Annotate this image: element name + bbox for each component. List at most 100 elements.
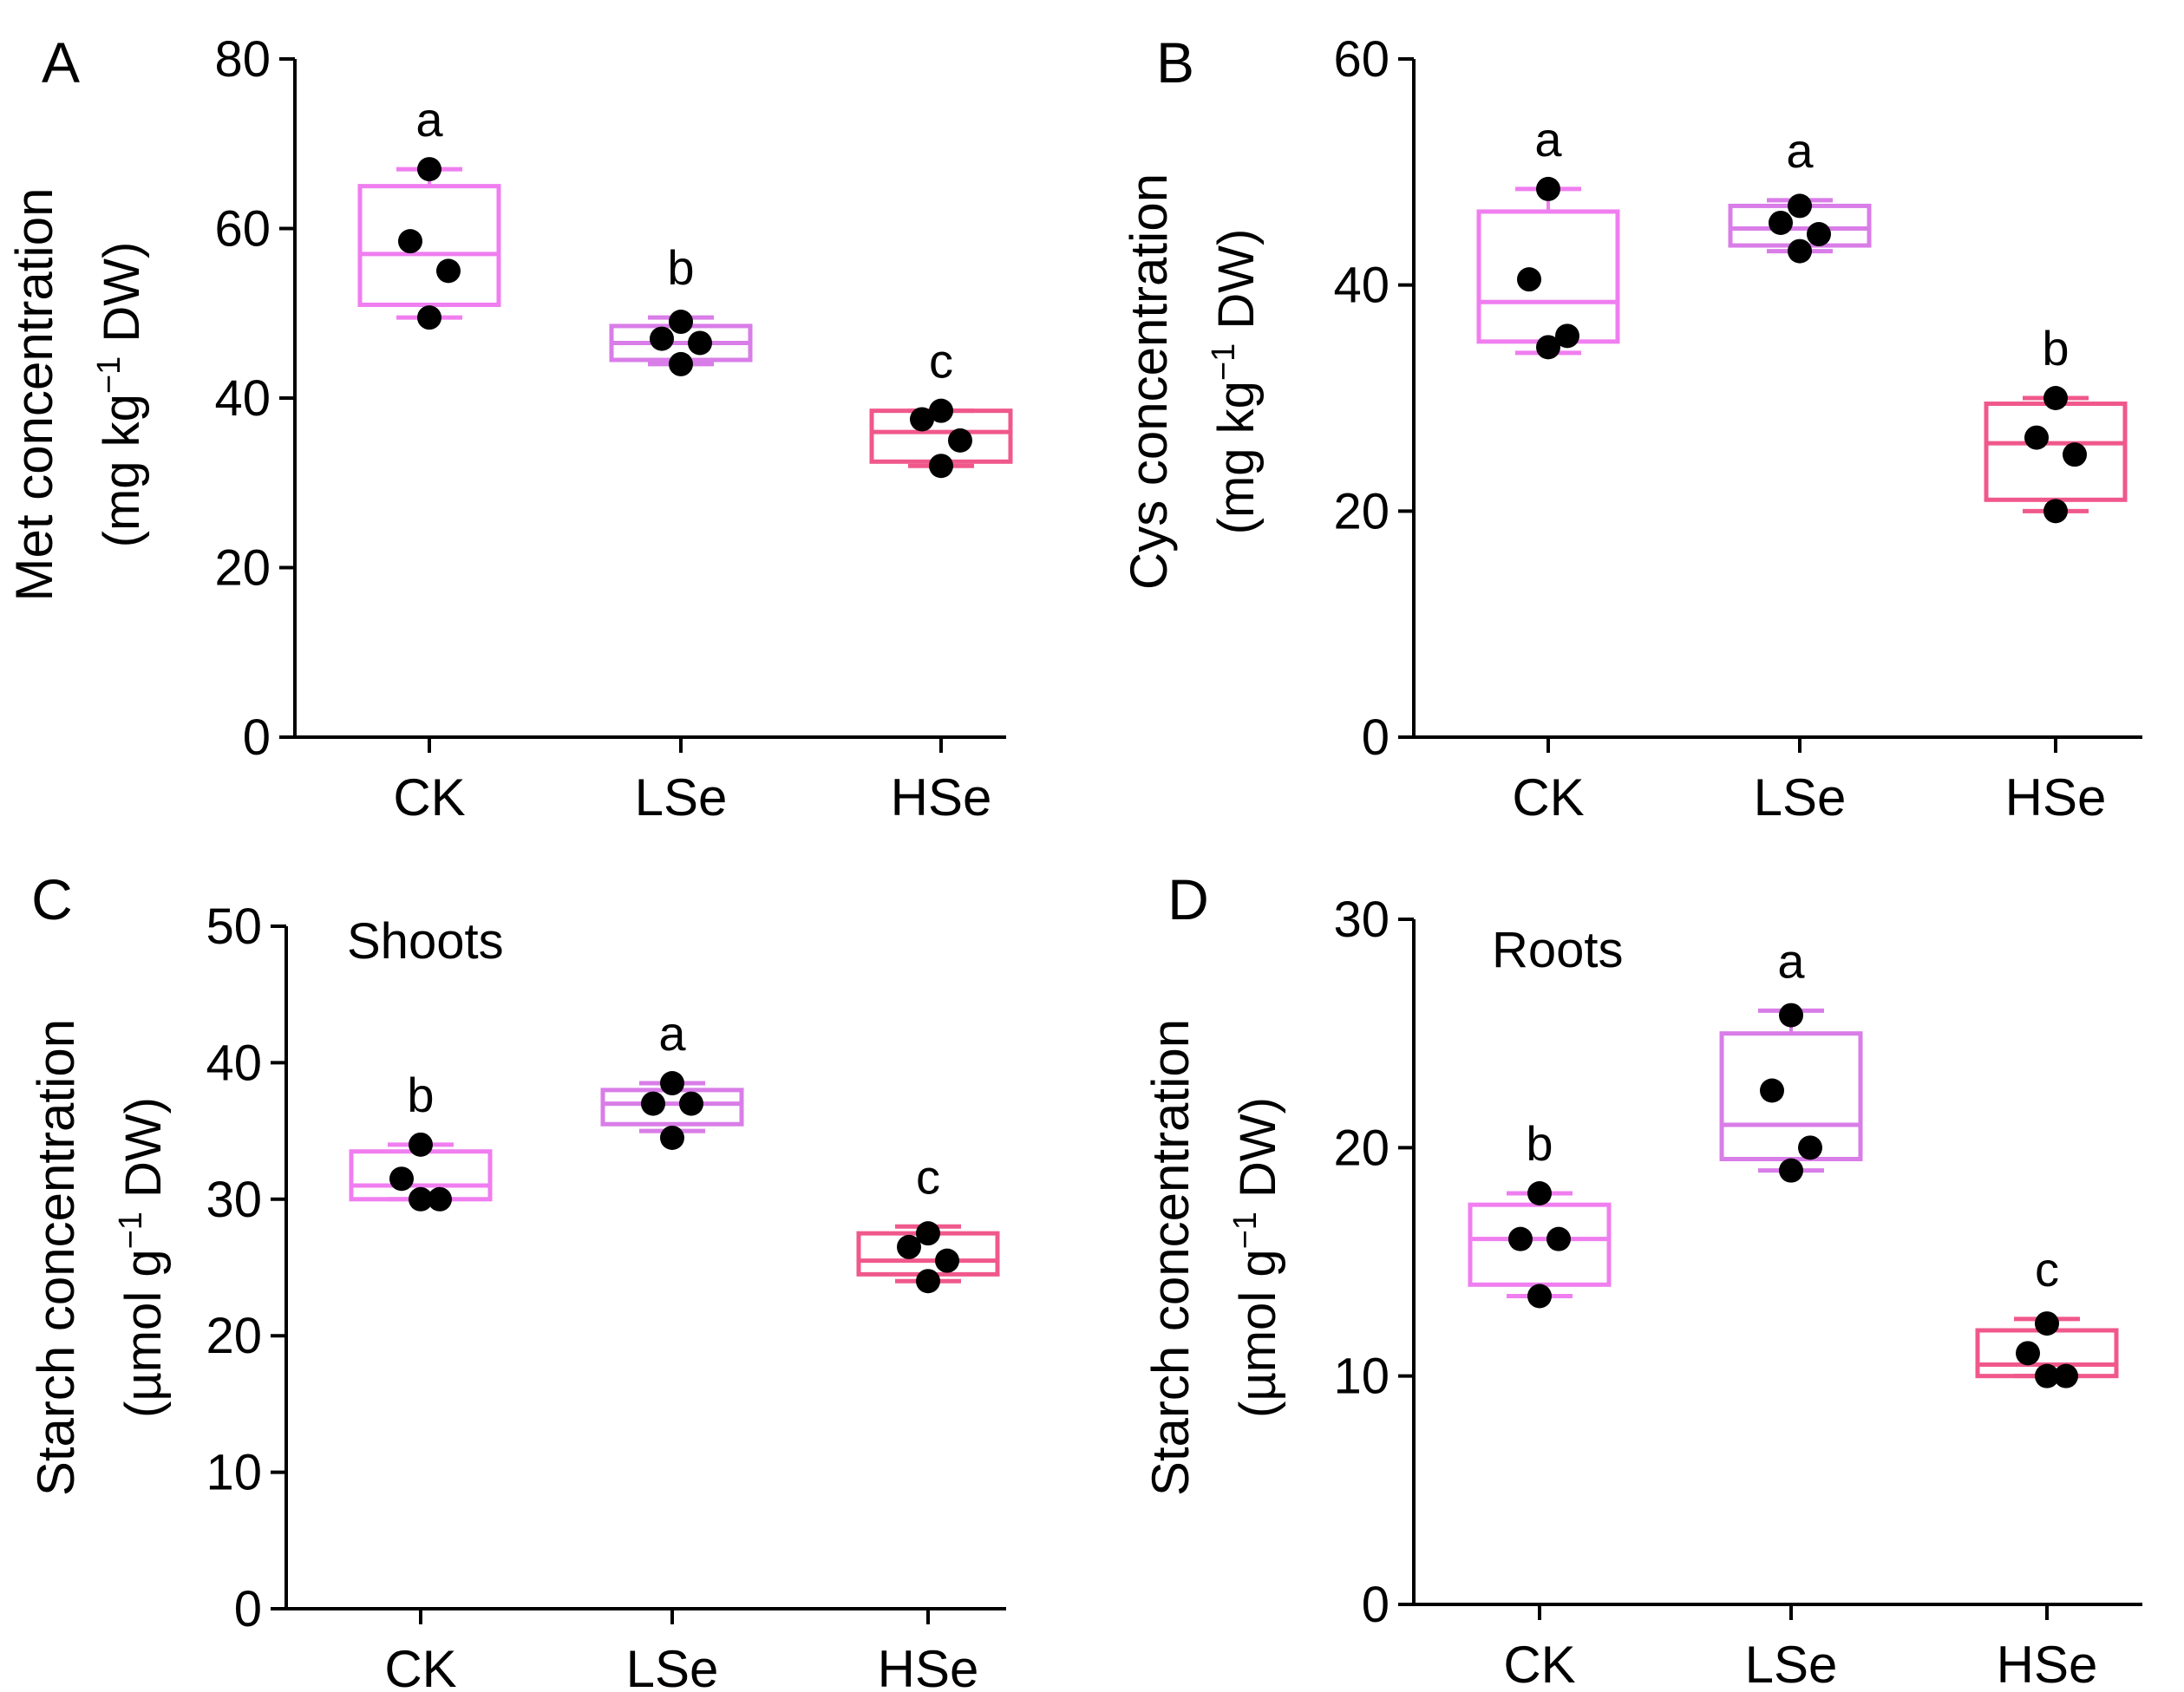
y-tick-label: 40 [206,1035,262,1091]
box-ck: CK a [1476,112,1620,826]
panel-label: D [1167,867,1209,931]
y-tick-label: 40 [1333,258,1390,314]
data-point [1807,222,1831,247]
panel-annotation: Roots [1492,922,1624,978]
x-tick-label: CK [1512,768,1584,826]
box-iqr [1984,402,2128,502]
data-point [428,1186,452,1212]
x-tick-label: CK [393,768,465,826]
data-point [660,1071,684,1096]
y-axis-unit-label: (mg kg−1 DW) [91,242,150,548]
data-point [669,351,693,376]
unit-text: DW) [1230,1097,1286,1212]
box-ck: CK b [349,1068,493,1692]
y-tick-label: 10 [1333,1349,1390,1405]
data-point [2063,442,2087,467]
significance-letter: c [2035,1242,2059,1297]
data-point [409,1186,433,1212]
x-tick-label: CK [384,1640,456,1692]
significance-letter: a [1534,112,1562,167]
box-lse: LSe a [1728,123,1872,826]
significance-letter: a [658,1006,686,1061]
unit-superscript: −1 [1227,1212,1264,1249]
significance-letter: b [667,240,694,295]
data-point [417,157,441,182]
data-point [1536,335,1560,360]
data-point [669,310,693,335]
data-point [2043,499,2068,524]
significance-letter: a [1786,123,1814,178]
unit-text: DW) [1208,229,1265,343]
unit-text: (mg kg [94,394,150,547]
unit-text: (µmol g [115,1249,172,1418]
data-point [389,1166,414,1192]
panel-b: B 0 20 40 60 Cys concentration (mg kg−1 DW) CK a… [1120,30,2142,826]
panel-label: C [31,867,73,931]
y-tick-label: 20 [1333,1120,1390,1176]
data-point [916,1221,940,1246]
y-axis-unit-label: (µmol g−1 DW) [113,1097,172,1418]
y-tick-label: 80 [214,31,271,88]
significance-letter: c [916,1149,940,1204]
data-point [1798,1135,1822,1160]
y-axis-label: Met concentration [5,188,63,602]
y-tick-label: 60 [214,201,271,258]
y-tick-label: 40 [214,370,271,427]
x-tick-label: LSe [1745,1636,1838,1692]
x-tick-label: HSe [1997,1636,2098,1692]
unit-text: DW) [115,1097,172,1212]
panel-annotation: Shoots [347,913,504,970]
data-point [1527,1181,1552,1205]
panel-label: B [1156,30,1194,95]
box-iqr [1476,209,1620,344]
data-point [436,258,461,284]
y-tick-label: 20 [1333,483,1390,539]
unit-text: DW) [94,242,150,356]
data-point [417,305,441,330]
x-tick-label: LSe [626,1640,719,1692]
x-tick-label: LSe [1754,768,1847,826]
data-point [1546,1226,1571,1251]
box-lse: LSe a [600,1006,744,1692]
y-tick-label: 60 [1333,31,1390,88]
unit-superscript: −1 [1206,343,1242,381]
x-tick-label: LSe [635,768,728,826]
box-iqr [357,184,501,307]
data-point [1517,267,1541,292]
data-point [688,330,712,356]
data-point [2054,1363,2078,1388]
y-tick-label: 20 [206,1308,262,1364]
data-point [650,326,674,351]
data-point [1769,210,1793,235]
data-point [935,1248,959,1273]
data-point [398,229,422,254]
data-point [660,1125,684,1150]
unit-text: (mg kg [1208,381,1265,534]
data-point [1555,323,1579,349]
data-point [1779,1158,1803,1183]
y-tick-label: 0 [1362,1577,1390,1633]
box-ck: CK a [357,92,501,826]
box-hse: HSe c [856,1149,1000,1692]
y-tick-label: 50 [206,898,262,955]
data-point [1779,1003,1803,1028]
significance-letter: a [415,92,443,147]
data-point [2035,1311,2059,1336]
y-axis-label: Starch concentration [27,1019,85,1496]
unit-superscript: −1 [91,356,128,394]
data-point [910,407,934,432]
data-point [641,1091,665,1116]
y-tick-label: 30 [206,1172,262,1228]
x-tick-label: HSe [878,1640,979,1692]
y-axis-unit-label: (µmol g−1 DW) [1227,1097,1286,1418]
significance-letter: c [929,334,953,389]
significance-letter: b [407,1068,434,1122]
box-lse: LSe b [609,240,753,826]
data-point [2016,1341,2040,1366]
data-point [2035,1363,2059,1388]
y-tick-label: 20 [214,540,271,597]
x-tick-label: CK [1503,1636,1575,1692]
box-hse: HSe c [1975,1242,2119,1692]
x-tick-label: HSe [891,768,992,826]
